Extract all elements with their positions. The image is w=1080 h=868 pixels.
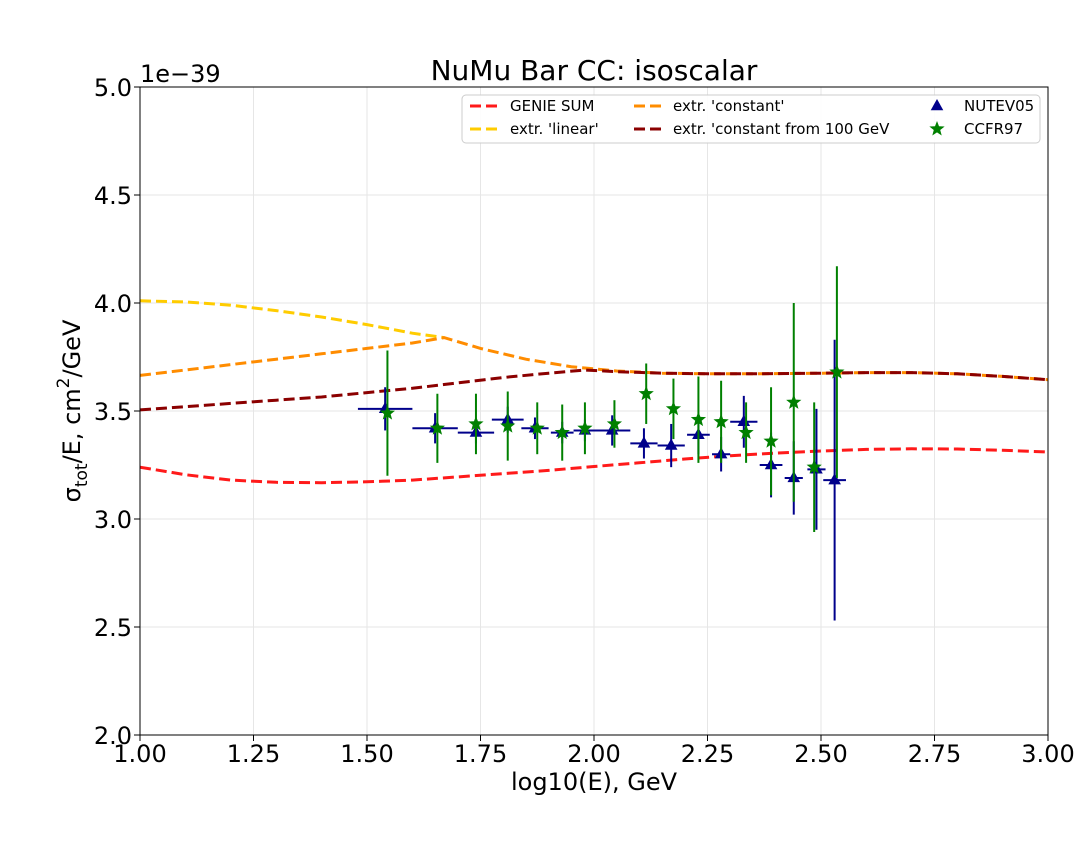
y-tick-label: 4.5	[94, 182, 132, 210]
x-tick-label: 1.75	[454, 740, 507, 768]
y-label-subscript: tot	[72, 463, 92, 487]
data-point-nutev05	[637, 436, 651, 448]
legend-label-extr-linear: extr. 'linear'	[510, 120, 599, 138]
data-point-ccfr97	[500, 418, 516, 433]
data-point-ccfr97	[713, 413, 729, 429]
series-line-extr-constant-from-100-gev	[140, 368, 1048, 412]
data-point-ccfr97	[379, 405, 396, 420]
y-tick-label: 2.0	[94, 722, 132, 750]
x-tick-label: 1.50	[340, 740, 393, 768]
legend-label-nutev05: NUTEV05	[964, 97, 1034, 115]
x-tick-label: 2.75	[908, 740, 961, 768]
data-point-nutev05	[828, 473, 841, 485]
grid	[139, 86, 1049, 736]
y-label-end: /GeV	[58, 319, 86, 377]
data-point-ccfr97	[429, 420, 445, 435]
x-axis-label: log10(E), GeV	[511, 768, 678, 796]
y-label-sigma: σ	[58, 487, 86, 502]
chart-title: NuMu Bar CC: isoscalar	[431, 54, 758, 87]
data-point-nutev05	[737, 414, 751, 426]
data-point-ccfr97	[606, 415, 623, 431]
series-line-extr-linear	[140, 299, 445, 340]
x-tick-label: 1.00	[113, 740, 166, 768]
data-point-ccfr97	[529, 420, 545, 435]
y-axis-label: σtot/E, cm2/GeV	[54, 319, 92, 502]
x-tick-label: 2.00	[567, 740, 620, 768]
y-tick-label: 3.0	[94, 506, 132, 534]
data-point-ccfr97	[786, 394, 802, 409]
x-tick-label: 2.25	[681, 740, 734, 768]
data-point-ccfr97	[763, 433, 779, 448]
plot-area	[140, 266, 1048, 621]
x-tick-label: 3.00	[1021, 740, 1074, 768]
legend-label-extr-constant-100: extr. 'constant from 100 GeV	[673, 120, 890, 138]
legend-label-ccfr97: CCFR97	[964, 120, 1023, 138]
data-point-ccfr97	[738, 424, 754, 440]
data-point-ccfr97	[690, 411, 707, 427]
y-tick-label: 2.5	[94, 614, 132, 642]
data-point-ccfr97	[577, 420, 593, 435]
data-point-ccfr97	[665, 400, 682, 416]
data-point-ccfr97	[554, 424, 570, 440]
legend-triangle-marker	[930, 99, 944, 111]
legend-marker-nutev05	[930, 99, 944, 111]
y-tick-label: 3.5	[94, 398, 132, 426]
legend-label-genie-sum: GENIE SUM	[510, 97, 594, 115]
y-label-superscript: 2	[54, 378, 74, 389]
data-point-nutev05	[664, 438, 678, 450]
legend-box	[461, 94, 1041, 144]
y-tick-label: 4.0	[94, 290, 132, 318]
y-label-middle: /E, cm	[58, 388, 86, 463]
y-offset-text: 1e−39	[140, 60, 221, 88]
y-tick-label: 5.0	[94, 74, 132, 102]
legend: GENIE SUM extr. 'linear' extr. 'constant…	[461, 94, 1041, 144]
data-point-ccfr97	[638, 385, 654, 401]
x-tick-label: 1.25	[227, 740, 280, 768]
legend-label-extr-constant: extr. 'constant'	[673, 97, 785, 115]
legend-star-marker	[929, 121, 945, 136]
axis-ticks: 1.00 1.25 1.50 1.75 2.00 2.25 2.50 2.75 3.00 2.0 2…	[94, 74, 1075, 768]
data-point-ccfr97	[468, 415, 484, 431]
series-line-genie-sum	[140, 447, 1048, 485]
legend-marker-ccfr97	[929, 121, 945, 136]
data-point-ccfr97	[829, 364, 845, 379]
data-point-ccfr97	[806, 459, 822, 474]
x-tick-label: 2.50	[794, 740, 847, 768]
